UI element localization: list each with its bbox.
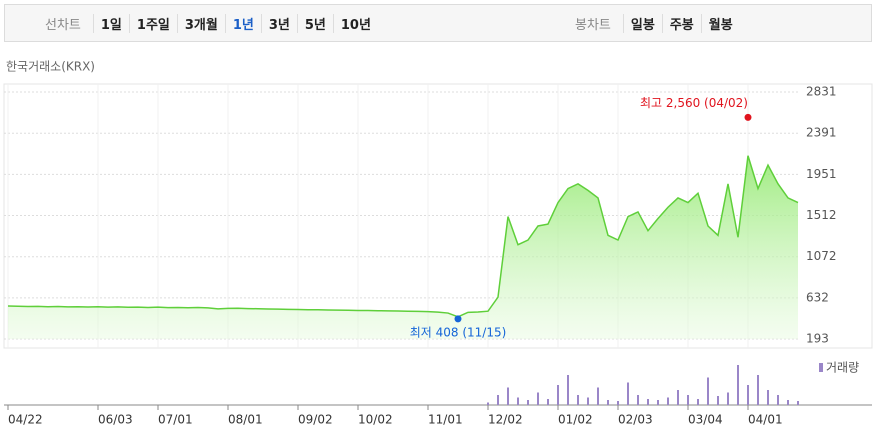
volume-bar — [687, 395, 689, 405]
candle-label: 봉차트 — [575, 17, 611, 33]
volume-bar — [517, 397, 519, 405]
period-option[interactable]: 5년 — [296, 13, 333, 33]
x-tick-label: 02/03 — [618, 413, 653, 427]
volume-bar — [647, 399, 649, 405]
x-tick-label: 11/01 — [428, 413, 463, 427]
candle-group: 봉차트 일봉 주봉 월봉 — [575, 5, 740, 41]
y-tick-label: 1951 — [806, 167, 837, 181]
volume-bar — [607, 400, 609, 405]
period-option[interactable]: 1일 — [92, 13, 129, 33]
volume-bar — [627, 382, 629, 405]
y-tick-label: 2831 — [806, 85, 837, 99]
period-option[interactable]: 1주일 — [128, 13, 177, 33]
line-group: 선차트 1일 1주일 3개월 1년 3년 5년 10년 — [45, 5, 378, 41]
y-tick-label: 632 — [806, 290, 829, 304]
volume-bar — [737, 365, 739, 405]
volume-bar — [797, 401, 799, 405]
annotation-dot — [744, 113, 752, 121]
period-option[interactable]: 3년 — [260, 13, 297, 33]
y-tick-label: 193 — [806, 332, 829, 346]
volume-bar — [567, 375, 569, 405]
x-tick-label: 10/02 — [358, 413, 393, 427]
volume-bar — [597, 387, 599, 405]
x-tick-label: 03/04 — [688, 413, 723, 427]
volume-bar — [487, 402, 489, 405]
period-option[interactable]: 10년 — [332, 13, 378, 33]
volume-legend: 거래량 — [826, 361, 859, 375]
period-option[interactable]: 1년 — [224, 13, 261, 33]
volume-bar — [577, 395, 579, 405]
volume-bar — [667, 397, 669, 405]
y-tick-label: 1072 — [806, 249, 837, 263]
x-tick-label: 12/02 — [488, 413, 523, 427]
volume-bar — [777, 395, 779, 405]
annotation-label: 최고 2,560 (04/02) — [640, 96, 748, 110]
volume-bar — [657, 400, 659, 405]
volume-bar — [697, 399, 699, 405]
period-option[interactable]: 주봉 — [661, 13, 701, 33]
x-tick-label: 04/22 — [8, 413, 43, 427]
volume-bar — [747, 385, 749, 405]
period-option[interactable]: 일봉 — [622, 13, 662, 33]
volume-bar — [587, 397, 589, 405]
volume-bar — [727, 392, 729, 405]
volume-bar — [677, 390, 679, 405]
volume-bar — [507, 387, 509, 405]
volume-bar — [787, 400, 789, 405]
y-tick-label: 1512 — [806, 208, 837, 222]
x-tick-label: 08/01 — [228, 413, 263, 427]
period-option[interactable]: 월봉 — [700, 13, 740, 33]
volume-bar — [547, 399, 549, 405]
volume-bar — [617, 401, 619, 405]
volume-bar — [767, 390, 769, 405]
chart-subtitle: 한국거래소(KRX) — [6, 60, 95, 74]
volume-bar — [717, 396, 719, 405]
area — [8, 155, 798, 339]
volume-bar — [557, 385, 559, 405]
volume-bar — [637, 395, 639, 405]
volume-legend-swatch — [819, 363, 823, 372]
y-tick-label: 2391 — [806, 126, 837, 140]
price-line — [7, 155, 799, 318]
annotation-label: 최저 408 (11/15) — [410, 325, 507, 339]
x-tick-label: 04/01 — [748, 413, 783, 427]
volume-bar — [757, 375, 759, 405]
x-tick-label: 06/03 — [98, 413, 133, 427]
x-tick-label: 09/02 — [298, 413, 333, 427]
volume-bar — [537, 392, 539, 405]
volume-bar — [527, 400, 529, 405]
volume-bar — [707, 377, 709, 405]
annotation-dot — [454, 315, 462, 323]
x-tick-label: 01/02 — [558, 413, 593, 427]
period-option[interactable]: 3개월 — [176, 13, 225, 33]
volume-bar — [497, 395, 499, 405]
toolbar: 선차트 1일 1주일 3개월 1년 3년 5년 10년 봉차트 일봉 주봉 월봉 — [4, 4, 872, 42]
x-tick-label: 07/01 — [158, 413, 193, 427]
line-label: 선차트 — [45, 17, 81, 33]
